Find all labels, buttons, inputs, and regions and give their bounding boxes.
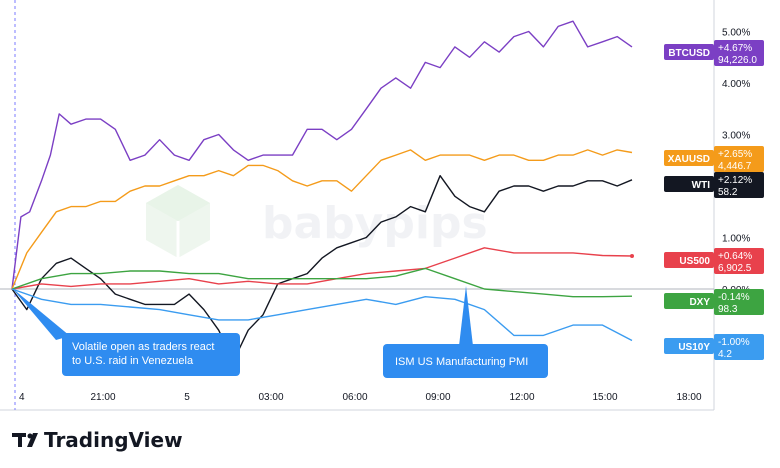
x-tick-label: 4 (19, 392, 25, 403)
x-tick-label: 21:00 (90, 392, 115, 403)
price-tag-last: 94,226.0 (718, 55, 757, 66)
price-tag-last: 98.3 (718, 304, 738, 315)
price-tag-name-bg (664, 150, 714, 166)
series-line-wti (11, 174, 633, 362)
tradingview-logo-icon (12, 433, 38, 447)
x-tick-label: 09:00 (425, 392, 450, 403)
x-tick-label: 12:00 (509, 392, 534, 403)
price-tag-value-bg (714, 172, 764, 198)
tradingview-wordmark: TradingView (44, 428, 183, 452)
price-tags: BTCUSD +4.67% 94,226.0 XAUUSD +2.65% 4,4… (664, 40, 764, 360)
watermark-text: babypips (262, 198, 488, 249)
price-tag-name: US10Y (678, 342, 710, 353)
price-tag-change: +2.65% (718, 149, 752, 160)
price-tag-change: +0.64% (718, 251, 752, 262)
series-line-xauusd (11, 149, 633, 290)
series-line-us10y (11, 288, 633, 342)
price-tag-name: BTCUSD (668, 48, 710, 59)
x-tick-label: 5 (184, 392, 190, 403)
annotation-pointer (12, 288, 70, 340)
price-tag-last: 6,902.5 (718, 263, 752, 274)
price-tag-change: +2.12% (718, 175, 752, 186)
price-tag-name: US500 (679, 256, 710, 267)
annotation-pointer (459, 286, 473, 346)
price-tag-name-bg (664, 176, 714, 192)
annotation-text-line: ISM US Manufacturing PMI (395, 356, 528, 368)
price-tag-us10y: US10Y -1.00% 4.2 (664, 334, 764, 360)
price-tag-change: -0.14% (718, 292, 750, 303)
price-tag-name: DXY (689, 297, 710, 308)
series-lines (11, 20, 634, 362)
price-tag-name-bg (664, 252, 714, 268)
price-tag-name: WTI (692, 180, 711, 191)
price-tag-name-bg (664, 44, 714, 60)
x-tick-label: 18:00 (676, 392, 701, 403)
annotation-box (383, 344, 548, 378)
price-tag-value-bg (714, 40, 764, 66)
price-tag-us500: US500 +0.64% 6,902.5 (664, 248, 764, 274)
x-tick-label: 15:00 (592, 392, 617, 403)
price-tag-wti: WTI +2.12% 58.2 (664, 172, 764, 198)
price-tag-value-bg (714, 146, 764, 172)
price-tag-name: XAUUSD (668, 154, 710, 165)
x-axis-ticks: 4 21:00 5 03:00 06:00 09:00 12:00 15:00 … (19, 392, 702, 403)
price-tag-name-bg (664, 293, 714, 309)
price-tag-dxy: DXY -0.14% 98.3 (664, 289, 764, 315)
price-tag-last: 4.2 (718, 349, 732, 360)
last-point-marker (630, 254, 634, 259)
price-tag-change: -1.00% (718, 337, 750, 348)
y-tick-label: 1.00% (722, 234, 750, 245)
annotation-box (62, 333, 240, 376)
x-tick-label: 03:00 (258, 392, 283, 403)
watermark: babypips (146, 185, 488, 258)
watermark-logo-icon (146, 185, 210, 258)
annotation-text-line: to U.S. raid in Venezuela (72, 355, 194, 367)
annotation-ism-pmi: ISM US Manufacturing PMI (383, 286, 548, 378)
price-tag-value-bg (714, 334, 764, 360)
price-tag-last: 58.2 (718, 187, 738, 198)
price-tag-name-bg (664, 338, 714, 354)
annotation-volatile-open: Volatile open as traders react to U.S. r… (12, 288, 240, 376)
price-tag-change: +4.67% (718, 43, 752, 54)
price-tag-last: 4,446.7 (718, 161, 752, 172)
y-tick-label: 5.00% (722, 28, 750, 39)
price-tag-value-bg (714, 289, 764, 315)
x-tick-label: 06:00 (342, 392, 367, 403)
price-tag-value-bg (714, 248, 764, 274)
series-line-btcusd (11, 20, 633, 290)
tradingview-logo[interactable]: TradingView (12, 428, 183, 452)
series-line-dxy (11, 267, 633, 298)
price-tag-btcusd: BTCUSD +4.67% 94,226.0 (664, 40, 764, 66)
y-tick-label: 3.00% (722, 131, 750, 142)
y-tick-label: 4.00% (722, 79, 750, 90)
annotation-text-line: Volatile open as traders react (72, 341, 214, 353)
price-tag-xauusd: XAUUSD +2.65% 4,446.7 (664, 146, 764, 172)
series-line-us500 (11, 247, 633, 290)
